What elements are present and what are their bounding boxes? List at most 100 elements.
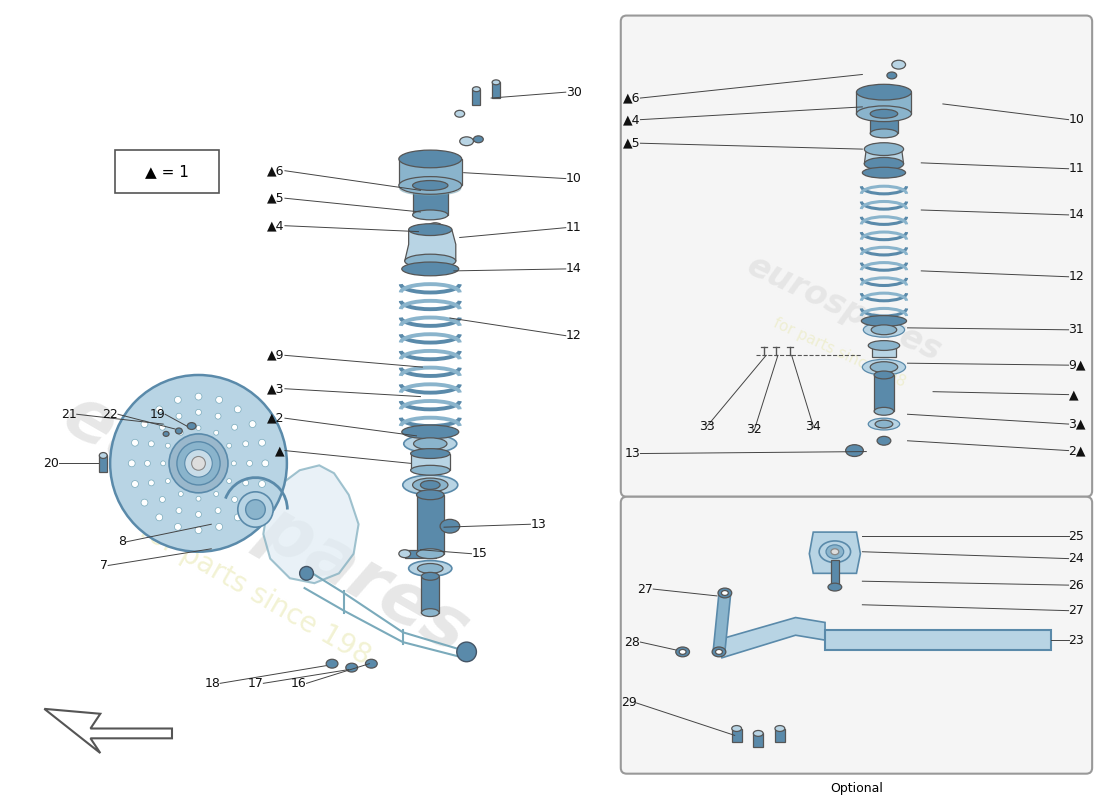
- Text: 29: 29: [620, 697, 637, 710]
- Text: ▲5: ▲5: [267, 192, 285, 205]
- Polygon shape: [865, 149, 903, 164]
- Text: ▲3: ▲3: [267, 382, 285, 395]
- Text: 8: 8: [118, 535, 125, 549]
- Text: 13: 13: [625, 447, 640, 460]
- Text: 27: 27: [1068, 604, 1085, 617]
- Ellipse shape: [870, 129, 898, 138]
- Circle shape: [169, 434, 228, 493]
- Text: 20: 20: [43, 457, 59, 470]
- Text: 14: 14: [1068, 209, 1085, 222]
- Ellipse shape: [830, 549, 839, 554]
- Text: 34: 34: [805, 419, 821, 433]
- Circle shape: [144, 461, 151, 466]
- Ellipse shape: [828, 583, 842, 591]
- Circle shape: [249, 421, 256, 427]
- Ellipse shape: [715, 650, 723, 654]
- Text: 25: 25: [1068, 530, 1085, 542]
- Ellipse shape: [399, 150, 462, 168]
- Polygon shape: [44, 709, 172, 753]
- Circle shape: [243, 441, 249, 446]
- Ellipse shape: [868, 418, 900, 430]
- Ellipse shape: [327, 659, 338, 668]
- Polygon shape: [417, 494, 444, 554]
- Text: ▲ = 1: ▲ = 1: [145, 164, 189, 179]
- Ellipse shape: [679, 650, 686, 654]
- Text: ▲: ▲: [1068, 388, 1078, 401]
- Ellipse shape: [417, 549, 444, 558]
- Ellipse shape: [454, 110, 464, 117]
- Ellipse shape: [163, 431, 169, 436]
- Ellipse shape: [865, 142, 903, 155]
- Ellipse shape: [365, 659, 377, 668]
- Circle shape: [175, 397, 182, 403]
- Circle shape: [160, 424, 165, 430]
- Ellipse shape: [862, 167, 905, 178]
- Circle shape: [176, 507, 182, 514]
- Ellipse shape: [418, 563, 443, 574]
- Text: ▲5: ▲5: [623, 137, 640, 150]
- Text: ▲4: ▲4: [623, 113, 640, 126]
- Ellipse shape: [868, 341, 900, 350]
- Polygon shape: [874, 375, 894, 411]
- Circle shape: [176, 414, 182, 419]
- Circle shape: [232, 424, 238, 430]
- Polygon shape: [263, 466, 359, 583]
- Polygon shape: [870, 114, 898, 134]
- Circle shape: [216, 507, 221, 514]
- Ellipse shape: [675, 647, 690, 657]
- Text: 30: 30: [565, 86, 582, 98]
- Text: Optional: Optional: [830, 782, 883, 794]
- Circle shape: [191, 457, 206, 470]
- Text: 11: 11: [1068, 162, 1085, 175]
- Text: ▲2: ▲2: [267, 412, 285, 425]
- Circle shape: [243, 480, 249, 486]
- Text: for parts since 198: for parts since 198: [135, 515, 375, 670]
- Ellipse shape: [402, 262, 459, 276]
- Text: ▲9: ▲9: [267, 349, 285, 362]
- Ellipse shape: [846, 445, 864, 457]
- Text: 3▲: 3▲: [1068, 418, 1086, 430]
- Ellipse shape: [345, 663, 358, 672]
- Text: eurospares: eurospares: [51, 380, 481, 668]
- Circle shape: [258, 481, 265, 487]
- Ellipse shape: [857, 84, 912, 100]
- Circle shape: [249, 499, 256, 506]
- Text: 12: 12: [1068, 270, 1085, 283]
- Circle shape: [232, 497, 238, 502]
- Circle shape: [141, 499, 147, 506]
- Ellipse shape: [892, 60, 905, 69]
- Ellipse shape: [877, 436, 891, 445]
- Circle shape: [227, 478, 232, 483]
- Polygon shape: [399, 159, 462, 186]
- Ellipse shape: [870, 362, 898, 373]
- Text: 31: 31: [1068, 323, 1085, 336]
- Polygon shape: [825, 630, 1050, 650]
- Circle shape: [196, 496, 201, 501]
- Circle shape: [213, 491, 219, 497]
- Ellipse shape: [417, 490, 444, 500]
- Ellipse shape: [722, 590, 728, 595]
- Ellipse shape: [776, 726, 784, 731]
- Circle shape: [196, 410, 201, 415]
- Ellipse shape: [399, 182, 461, 195]
- Ellipse shape: [826, 545, 844, 558]
- FancyBboxPatch shape: [620, 15, 1092, 497]
- Polygon shape: [717, 618, 825, 658]
- Ellipse shape: [887, 72, 896, 79]
- Circle shape: [195, 526, 202, 534]
- Circle shape: [216, 397, 222, 403]
- Ellipse shape: [421, 609, 439, 617]
- Ellipse shape: [405, 254, 455, 268]
- Text: 9▲: 9▲: [1068, 358, 1086, 372]
- Circle shape: [129, 460, 135, 466]
- Text: 24: 24: [1068, 552, 1085, 565]
- Circle shape: [246, 461, 253, 466]
- Polygon shape: [713, 593, 730, 652]
- Text: 16: 16: [290, 677, 307, 690]
- Circle shape: [216, 523, 222, 530]
- Text: 22: 22: [102, 408, 118, 421]
- FancyBboxPatch shape: [620, 497, 1092, 774]
- Text: 28: 28: [625, 635, 640, 649]
- Bar: [492, 82, 500, 98]
- Circle shape: [175, 523, 182, 530]
